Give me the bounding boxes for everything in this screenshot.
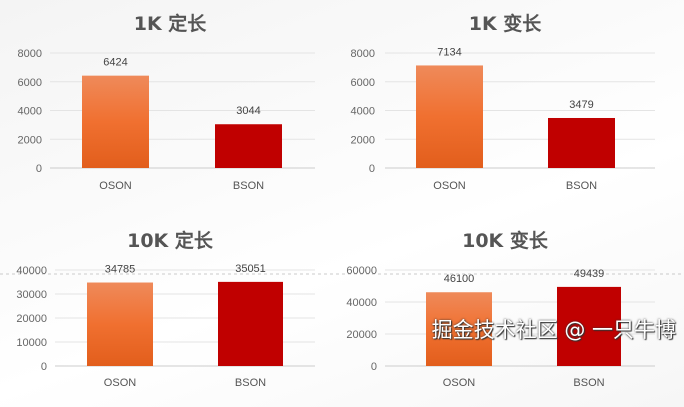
- bar-oson: [87, 282, 153, 366]
- x-tick-label: BSON: [566, 180, 597, 192]
- data-label: 49439: [574, 268, 605, 280]
- x-tick-label: OSON: [104, 377, 136, 389]
- y-tick-label: 6000: [18, 77, 42, 89]
- y-tick-label: 20000: [346, 329, 377, 341]
- bar-oson: [82, 75, 149, 168]
- y-tick-label: 8000: [351, 48, 375, 60]
- x-tick-label: BSON: [235, 377, 266, 389]
- y-tick-label: 0: [371, 361, 377, 373]
- x-tick-label: OSON: [443, 377, 475, 389]
- y-tick-label: 4000: [351, 106, 375, 118]
- watermark: 掘金技术社区 @ 一只牛博: [431, 318, 676, 342]
- y-tick-label: 2000: [351, 134, 375, 146]
- data-label: 6424: [103, 57, 127, 69]
- y-tick-label: 2000: [18, 134, 42, 146]
- data-label: 35051: [235, 263, 266, 275]
- chart-title: 10K 变长: [462, 229, 549, 252]
- chart-title: 1K 变长: [469, 12, 543, 35]
- data-label: 46100: [444, 273, 475, 285]
- y-tick-label: 40000: [16, 265, 47, 277]
- bar-bson: [557, 286, 621, 366]
- y-tick-label: 20000: [16, 313, 47, 325]
- y-tick-label: 10000: [16, 337, 47, 349]
- y-tick-label: 8000: [18, 48, 42, 60]
- bar-bson: [548, 117, 615, 168]
- data-label: 3044: [236, 105, 260, 117]
- data-label: 3479: [569, 99, 593, 111]
- x-tick-label: BSON: [573, 377, 604, 389]
- y-tick-label: 6000: [351, 77, 375, 89]
- x-tick-label: OSON: [99, 180, 131, 192]
- y-tick-label: 0: [36, 163, 42, 175]
- y-tick-label: 0: [369, 163, 375, 175]
- bar-oson: [416, 65, 483, 168]
- y-tick-label: 40000: [346, 297, 377, 309]
- data-label: 7134: [437, 46, 461, 58]
- y-tick-label: 30000: [16, 289, 47, 301]
- y-tick-label: 4000: [18, 106, 42, 118]
- bar-bson: [215, 124, 282, 168]
- y-tick-label: 60000: [346, 265, 377, 277]
- x-tick-label: BSON: [233, 180, 264, 192]
- chart-title: 10K 定长: [127, 229, 214, 252]
- data-label: 34785: [105, 264, 136, 276]
- bar-bson: [218, 281, 283, 366]
- bar-oson: [426, 292, 492, 366]
- x-tick-label: OSON: [433, 180, 465, 192]
- y-tick-label: 0: [41, 361, 47, 373]
- chart-title: 1K 定长: [134, 12, 208, 35]
